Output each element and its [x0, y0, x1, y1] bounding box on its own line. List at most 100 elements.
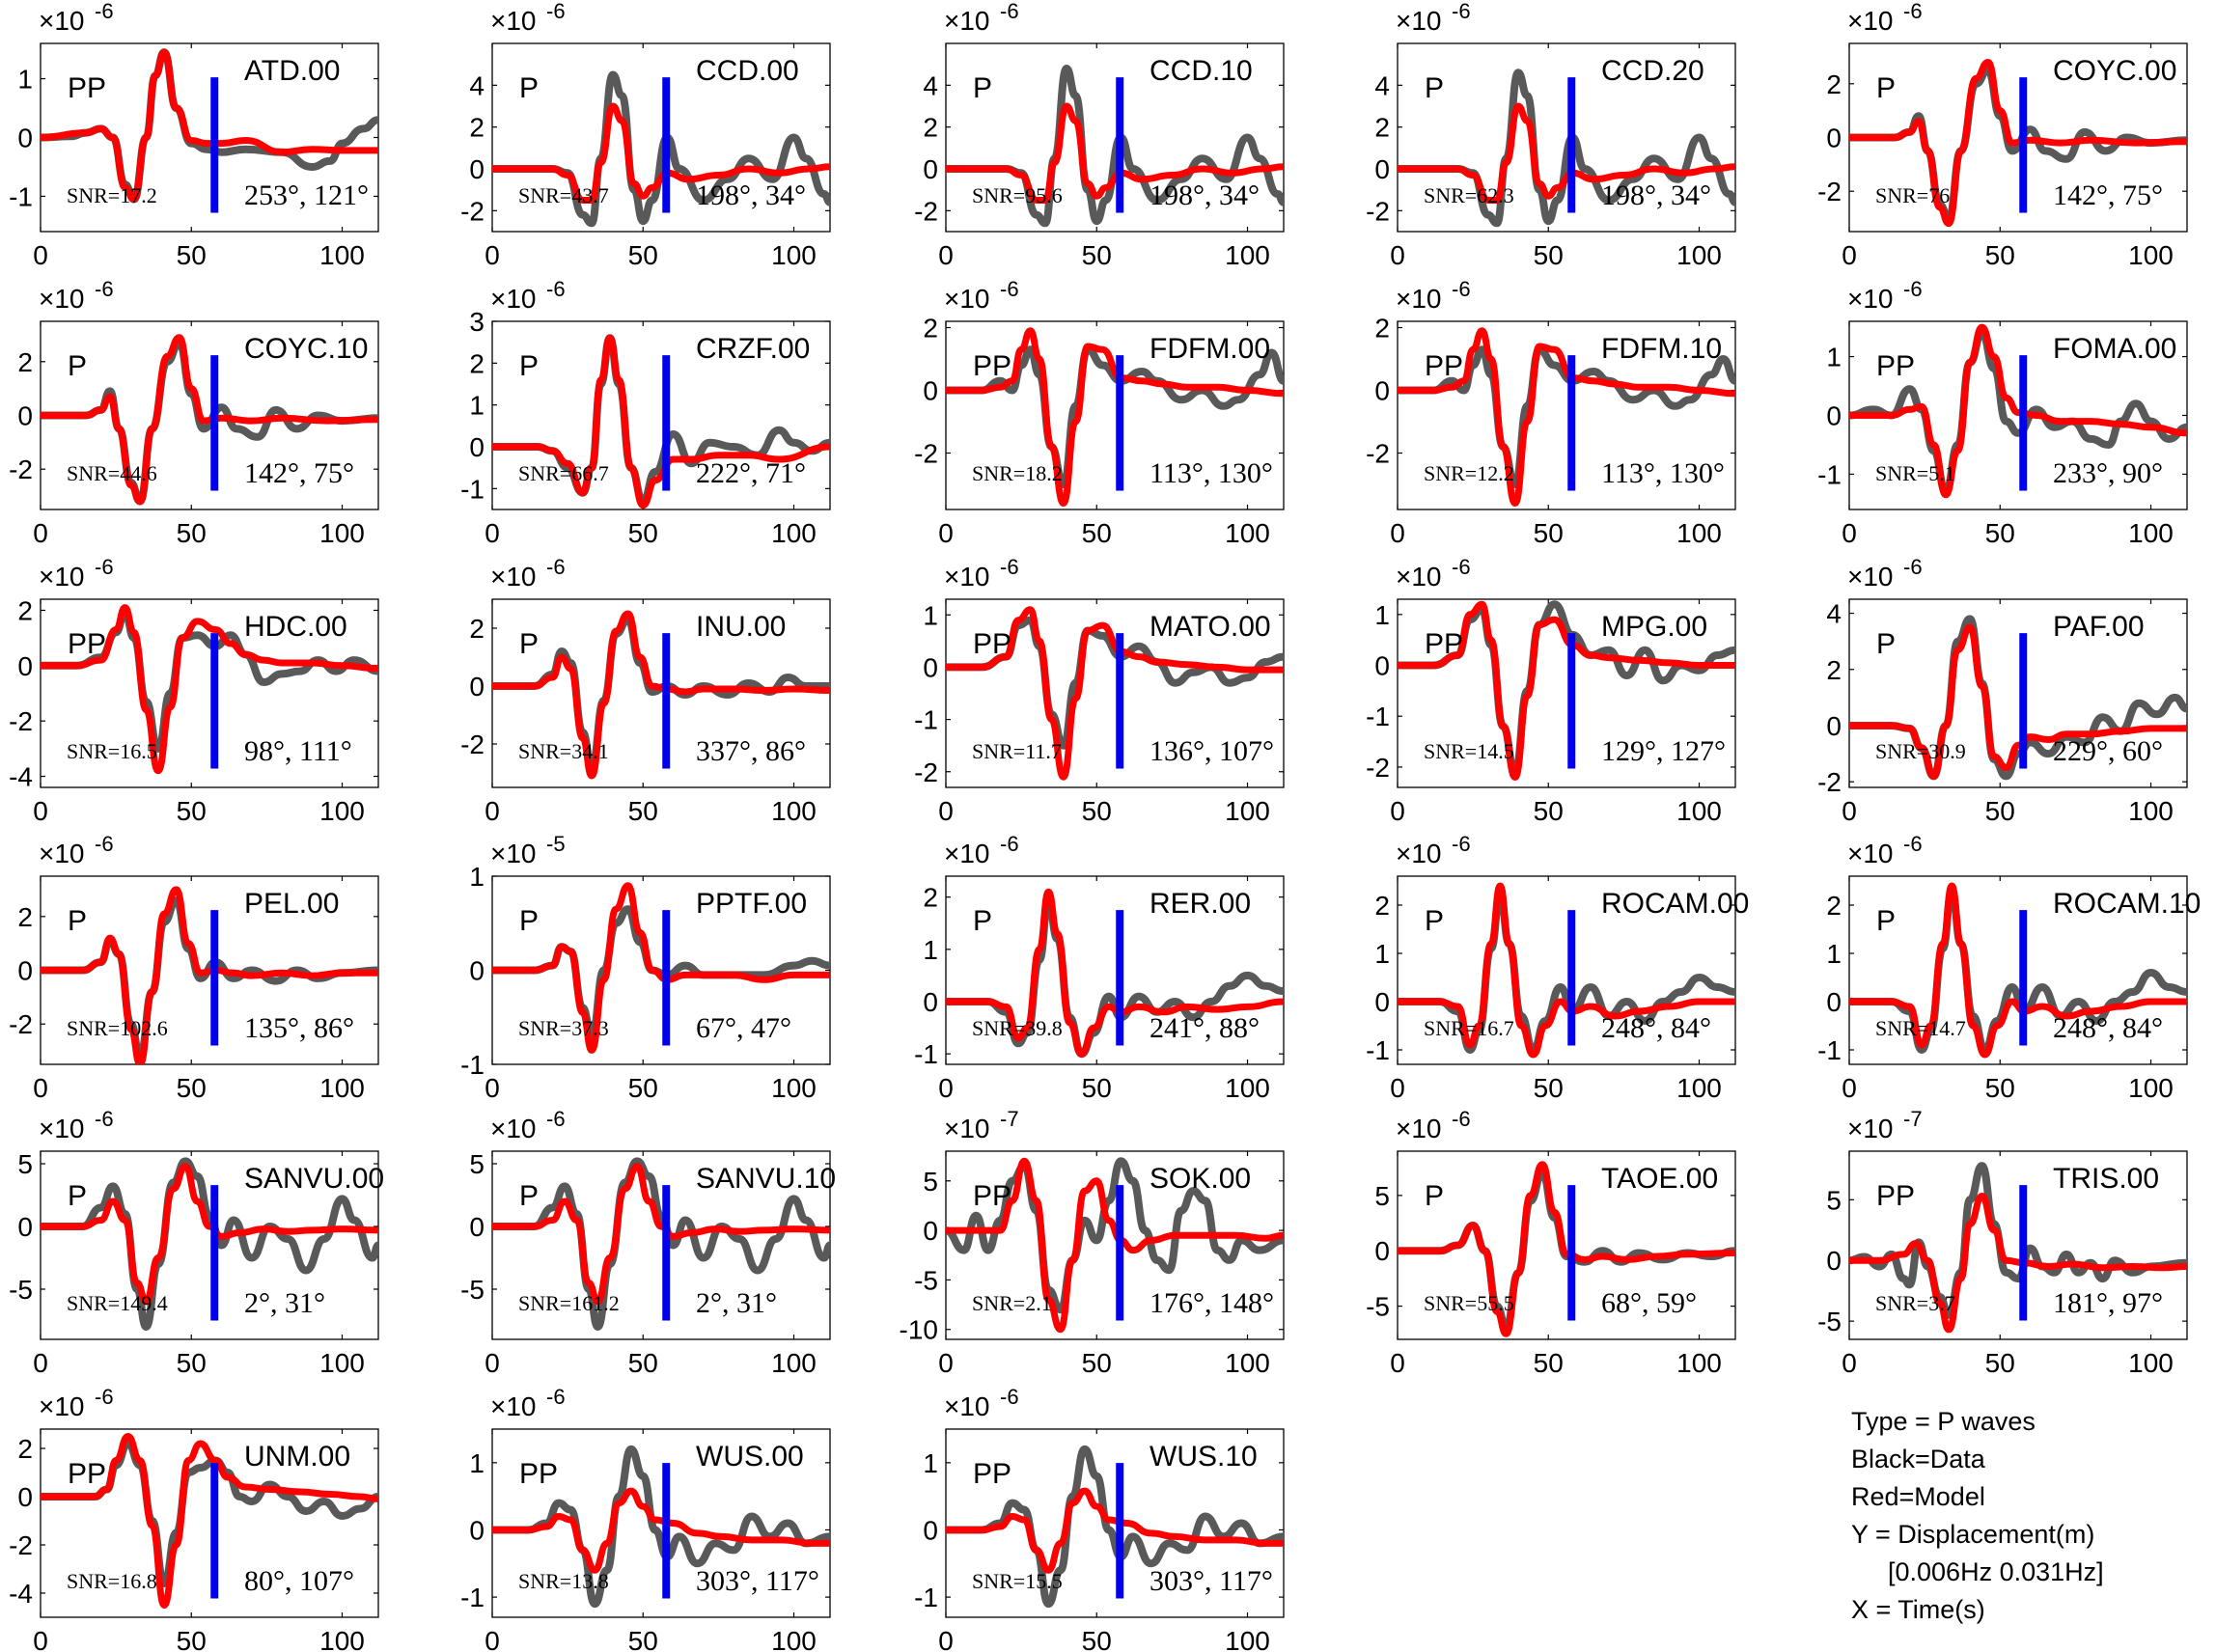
snr-label: SNR=17.2 [67, 183, 157, 207]
x-tick-label: 100 [1225, 518, 1270, 548]
y-exponent-label: ×10 [490, 1114, 537, 1143]
x-tick-label: 0 [33, 796, 48, 826]
x-tick-label: 50 [628, 796, 658, 826]
phase-label: P [973, 905, 992, 937]
x-tick-label: 100 [1225, 240, 1270, 270]
station-label: CRZF.00 [696, 333, 810, 365]
y-tick-label: 1 [923, 600, 938, 630]
x-tick-label: 100 [771, 240, 817, 270]
x-tick-label: 100 [1676, 1073, 1722, 1103]
panel-frame [1397, 320, 1736, 510]
angle-label: 113°, 130° [1150, 457, 1273, 489]
model-waveform [1849, 59, 2187, 228]
x-tick-label: 0 [33, 1073, 48, 1103]
x-tick-label: 0 [938, 1626, 954, 1652]
phase-label: P [973, 72, 992, 104]
x-tick-label: 50 [1082, 1348, 1112, 1378]
y-tick-label: 5 [923, 1167, 938, 1197]
y-tick-label: -2 [1817, 177, 1842, 206]
waveform-panel: 0 50 100 -10 -5 0 5×10 -7 PP SOK.00 SNR=2.1 176°, 1… [900, 1107, 1285, 1378]
y-tick-label: 0 [1374, 1236, 1390, 1266]
snr-label: SNR=3.7 [1875, 1291, 1955, 1315]
angle-label: 129°, 127° [1601, 735, 1726, 767]
model-waveform [1849, 882, 2187, 1059]
model-waveform [946, 327, 1284, 507]
y-tick-label: 1 [469, 1448, 485, 1478]
x-tick-label: 0 [1390, 1073, 1405, 1103]
station-label: MATO.00 [1150, 611, 1271, 643]
angle-label: 248°, 84° [1601, 1012, 1711, 1044]
y-tick-label: -5 [460, 1275, 485, 1305]
model-waveform [492, 882, 830, 1054]
x-tick-label: 50 [1534, 1348, 1564, 1378]
data-waveform [946, 616, 1284, 750]
panel-frame [945, 598, 1285, 788]
waveform-panel: 0 50 100 -2 0 2×10 -6 P INU.00 SNR=34.1 337°, 86° [460, 555, 831, 826]
model-waveform [41, 334, 378, 506]
angle-label: 233°, 90° [2053, 457, 2163, 489]
y-tick-label: 0 [17, 956, 33, 986]
y-exponent-power: -6 [95, 1385, 114, 1409]
panel-frame [945, 875, 1285, 1065]
y-tick-label: 0 [1374, 376, 1390, 406]
x-tick-label: 50 [628, 1626, 658, 1652]
snr-label: SNR=14.5 [1424, 739, 1514, 763]
y-tick-label: 0 [17, 1482, 33, 1512]
panel-frame [491, 42, 831, 233]
model-waveform [492, 1487, 830, 1574]
y-exponent-label: ×10 [944, 284, 990, 314]
x-tick-label: 100 [771, 1348, 817, 1378]
x-tick-label: 100 [771, 1073, 817, 1103]
station-label: CCD.00 [696, 55, 799, 87]
angle-label: 303°, 117° [696, 1565, 819, 1597]
y-exponent-power: -6 [1000, 0, 1019, 23]
y-tick-label: -2 [460, 730, 485, 759]
x-tick-label: 0 [938, 240, 954, 270]
y-tick-label: -10 [900, 1315, 938, 1345]
y-tick-label: 1 [1826, 343, 1842, 372]
x-tick-label: 50 [177, 1073, 207, 1103]
y-exponent-label: ×10 [944, 1391, 990, 1421]
y-tick-label: 0 [1826, 711, 1842, 741]
y-tick-label: 2 [469, 614, 485, 644]
phase-label: P [68, 1180, 87, 1212]
x-tick-label: 50 [1985, 796, 2015, 826]
y-exponent-label: ×10 [1396, 284, 1442, 314]
x-tick-label: 0 [1842, 1348, 1857, 1378]
x-tick-label: 100 [1676, 518, 1722, 548]
snr-label: SNR=95.6 [972, 183, 1063, 207]
y-tick-label: -2 [1366, 439, 1390, 469]
snr-label: SNR=5.1 [1875, 461, 1955, 485]
y-tick-label: 1 [469, 391, 485, 421]
model-waveform [41, 886, 378, 1064]
model-waveform [492, 1163, 830, 1306]
angle-label: 181°, 97° [2053, 1287, 2163, 1319]
y-tick-label: 0 [1826, 987, 1842, 1017]
x-tick-label: 0 [485, 1626, 500, 1652]
x-tick-label: 0 [938, 518, 954, 548]
station-label: FDFM.00 [1150, 333, 1270, 365]
x-tick-label: 0 [485, 1348, 500, 1378]
waveform-panel: 0 50 100 -5 0 5×10 -6 P SANVU.00 SNR=149.4 2°, 31° [9, 1107, 384, 1378]
snr-label: SNR=18.2 [972, 461, 1063, 485]
x-tick-label: 100 [2128, 1073, 2174, 1103]
y-exponent-power: -6 [95, 555, 114, 579]
x-tick-label: 0 [938, 1073, 954, 1103]
x-tick-label: 50 [628, 240, 658, 270]
y-tick-label: -5 [9, 1275, 33, 1305]
snr-label: SNR=66.7 [518, 461, 609, 485]
model-waveform [1398, 102, 1735, 204]
y-tick-label: -1 [914, 705, 938, 735]
y-exponent-power: -6 [546, 277, 566, 301]
x-tick-label: 50 [1082, 1073, 1112, 1103]
y-tick-label: 5 [469, 1149, 485, 1179]
angle-label: 113°, 130° [1601, 457, 1725, 489]
y-exponent-label: ×10 [490, 284, 537, 314]
phase-label: PP [1876, 350, 1915, 382]
